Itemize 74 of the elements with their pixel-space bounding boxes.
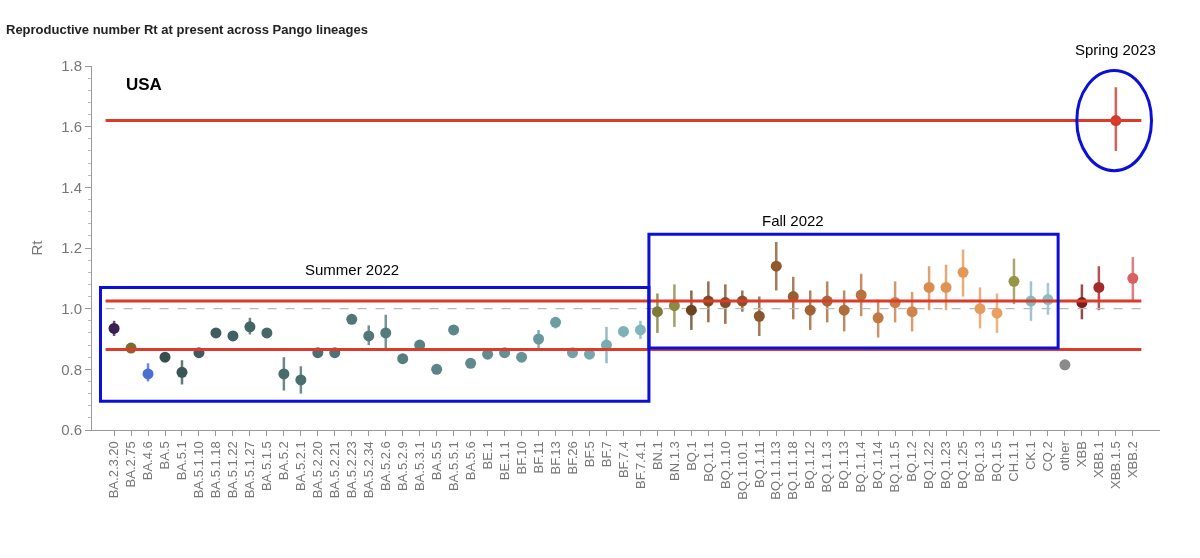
x-tick-label: BE.1.1 — [496, 441, 512, 481]
x-tick-label: XBB.2 — [1125, 441, 1141, 479]
x-tick-label: BA.2.3.20 — [106, 441, 122, 499]
x-tick-label: BQ.1.14 — [870, 441, 886, 489]
y-tick-label: 0.6 — [61, 421, 82, 439]
x-tick-label: BA.5.2.6 — [377, 441, 393, 492]
x-tick-label: BA.5.6 — [462, 441, 478, 481]
x-tick-label: BQ.1.1 — [700, 441, 716, 482]
x-tick-label: BA.2.75 — [123, 441, 139, 488]
x-tick-label: BF.26 — [564, 441, 580, 475]
x-tick-label: BQ.1.1.18 — [785, 441, 801, 500]
x-tick-label: BA.4.6 — [140, 441, 156, 481]
x-tick-label: BN.1 — [649, 441, 665, 471]
x-tick-label: BF.10 — [513, 441, 529, 475]
y-tick-label: 1.0 — [61, 299, 82, 317]
x-tick-label: BQ.1.13 — [836, 441, 852, 489]
x-tick-label: BQ.1.1.3 — [819, 441, 835, 493]
x-tick-label: BA.5.1.10 — [191, 441, 207, 499]
annotation: Summer 2022 — [305, 261, 400, 278]
x-tick-label: BQ.1.1.13 — [768, 441, 784, 500]
x-tick-label: BQ.1.3 — [972, 441, 988, 482]
y-tick-label: 1.4 — [61, 178, 82, 196]
x-tick-label: BQ.1.2 — [904, 441, 920, 482]
x-tick-label: BQ.1.5 — [989, 441, 1005, 482]
x-tick-label: BQ.1 — [683, 441, 699, 471]
x-tick-label: BA.5.1.27 — [242, 441, 258, 499]
x-tick-label: CH.1.1 — [1006, 441, 1022, 482]
x-tick-label: BF.7.4 — [615, 441, 631, 479]
x-tick-label: BQ.1.22 — [921, 441, 937, 489]
annotation: USA — [126, 75, 162, 94]
y-tick-label: 1.2 — [61, 239, 82, 257]
x-tick-label: BA.5.2 — [276, 441, 292, 481]
x-tick-label: BQ.1.12 — [802, 441, 818, 489]
x-tick-label: BQ.1.1.5 — [887, 441, 903, 493]
x-tick-label: BQ.1.1.4 — [853, 441, 869, 493]
y-axis-title: Rt — [28, 239, 46, 256]
x-tick-label: BA.5.2.1 — [293, 441, 309, 492]
x-tick-label: BA.5.3.1 — [411, 441, 427, 492]
annotation: Fall 2022 — [762, 212, 824, 229]
x-tick-label: BQ.1.10.1 — [734, 441, 750, 500]
x-tick-label: BA.5.2.34 — [360, 441, 376, 499]
y-tick-label: 1.8 — [61, 57, 82, 75]
x-tick-label: BF.7 — [598, 441, 614, 468]
y-tick-label: 0.8 — [61, 360, 82, 378]
x-tick-label: BQ.1.11 — [751, 441, 767, 488]
x-tick-label: BA.5.2.23 — [344, 441, 360, 499]
x-tick-label: BA.5.2.9 — [394, 441, 410, 492]
x-tick-label: XBB — [1074, 441, 1090, 468]
x-tick-label: BA.5.5.1 — [445, 441, 461, 492]
x-tick-label: BA.5.2.21 — [327, 441, 343, 499]
x-tick-label: BA.5 — [157, 441, 173, 470]
x-tick-label: BA.5.2.20 — [310, 441, 326, 499]
x-tick-label: BQ.1.10 — [717, 441, 733, 489]
x-tick-label: BA.5.1.5 — [259, 441, 275, 492]
x-tick-label: BA.5.5 — [428, 441, 444, 481]
x-tick-label: BA.5.1 — [174, 441, 190, 481]
chart-title: Reproductive number Rt at present across Pango lineages — [6, 22, 368, 38]
x-tick-label: BF.5 — [581, 441, 597, 468]
x-tick-label: BQ.1.23 — [938, 441, 954, 489]
y-tick-label: 1.6 — [61, 117, 82, 135]
x-tick-label: CQ.2 — [1040, 441, 1056, 472]
x-tick-label: BF.7.4.1 — [632, 441, 648, 489]
x-tick-label: BE.1 — [479, 441, 495, 470]
x-tick-label: CK.1 — [1023, 441, 1039, 471]
x-tick-label: XBB.1.5 — [1108, 441, 1124, 489]
x-tick-label: BN.1.3 — [666, 441, 682, 481]
x-tick-label: XBB.1 — [1091, 441, 1107, 479]
x-tick-label: BA.5.1.18 — [208, 441, 224, 499]
x-tick-label: BF.13 — [547, 441, 563, 475]
text: Spring 2023 — [1075, 41, 1156, 58]
x-tick-label: BA.5.1.22 — [225, 441, 241, 499]
x-tick-label: BQ.1.25 — [955, 441, 971, 489]
x-tick-label: other — [1057, 440, 1073, 471]
x-tick-label: BF.11 — [530, 441, 546, 474]
